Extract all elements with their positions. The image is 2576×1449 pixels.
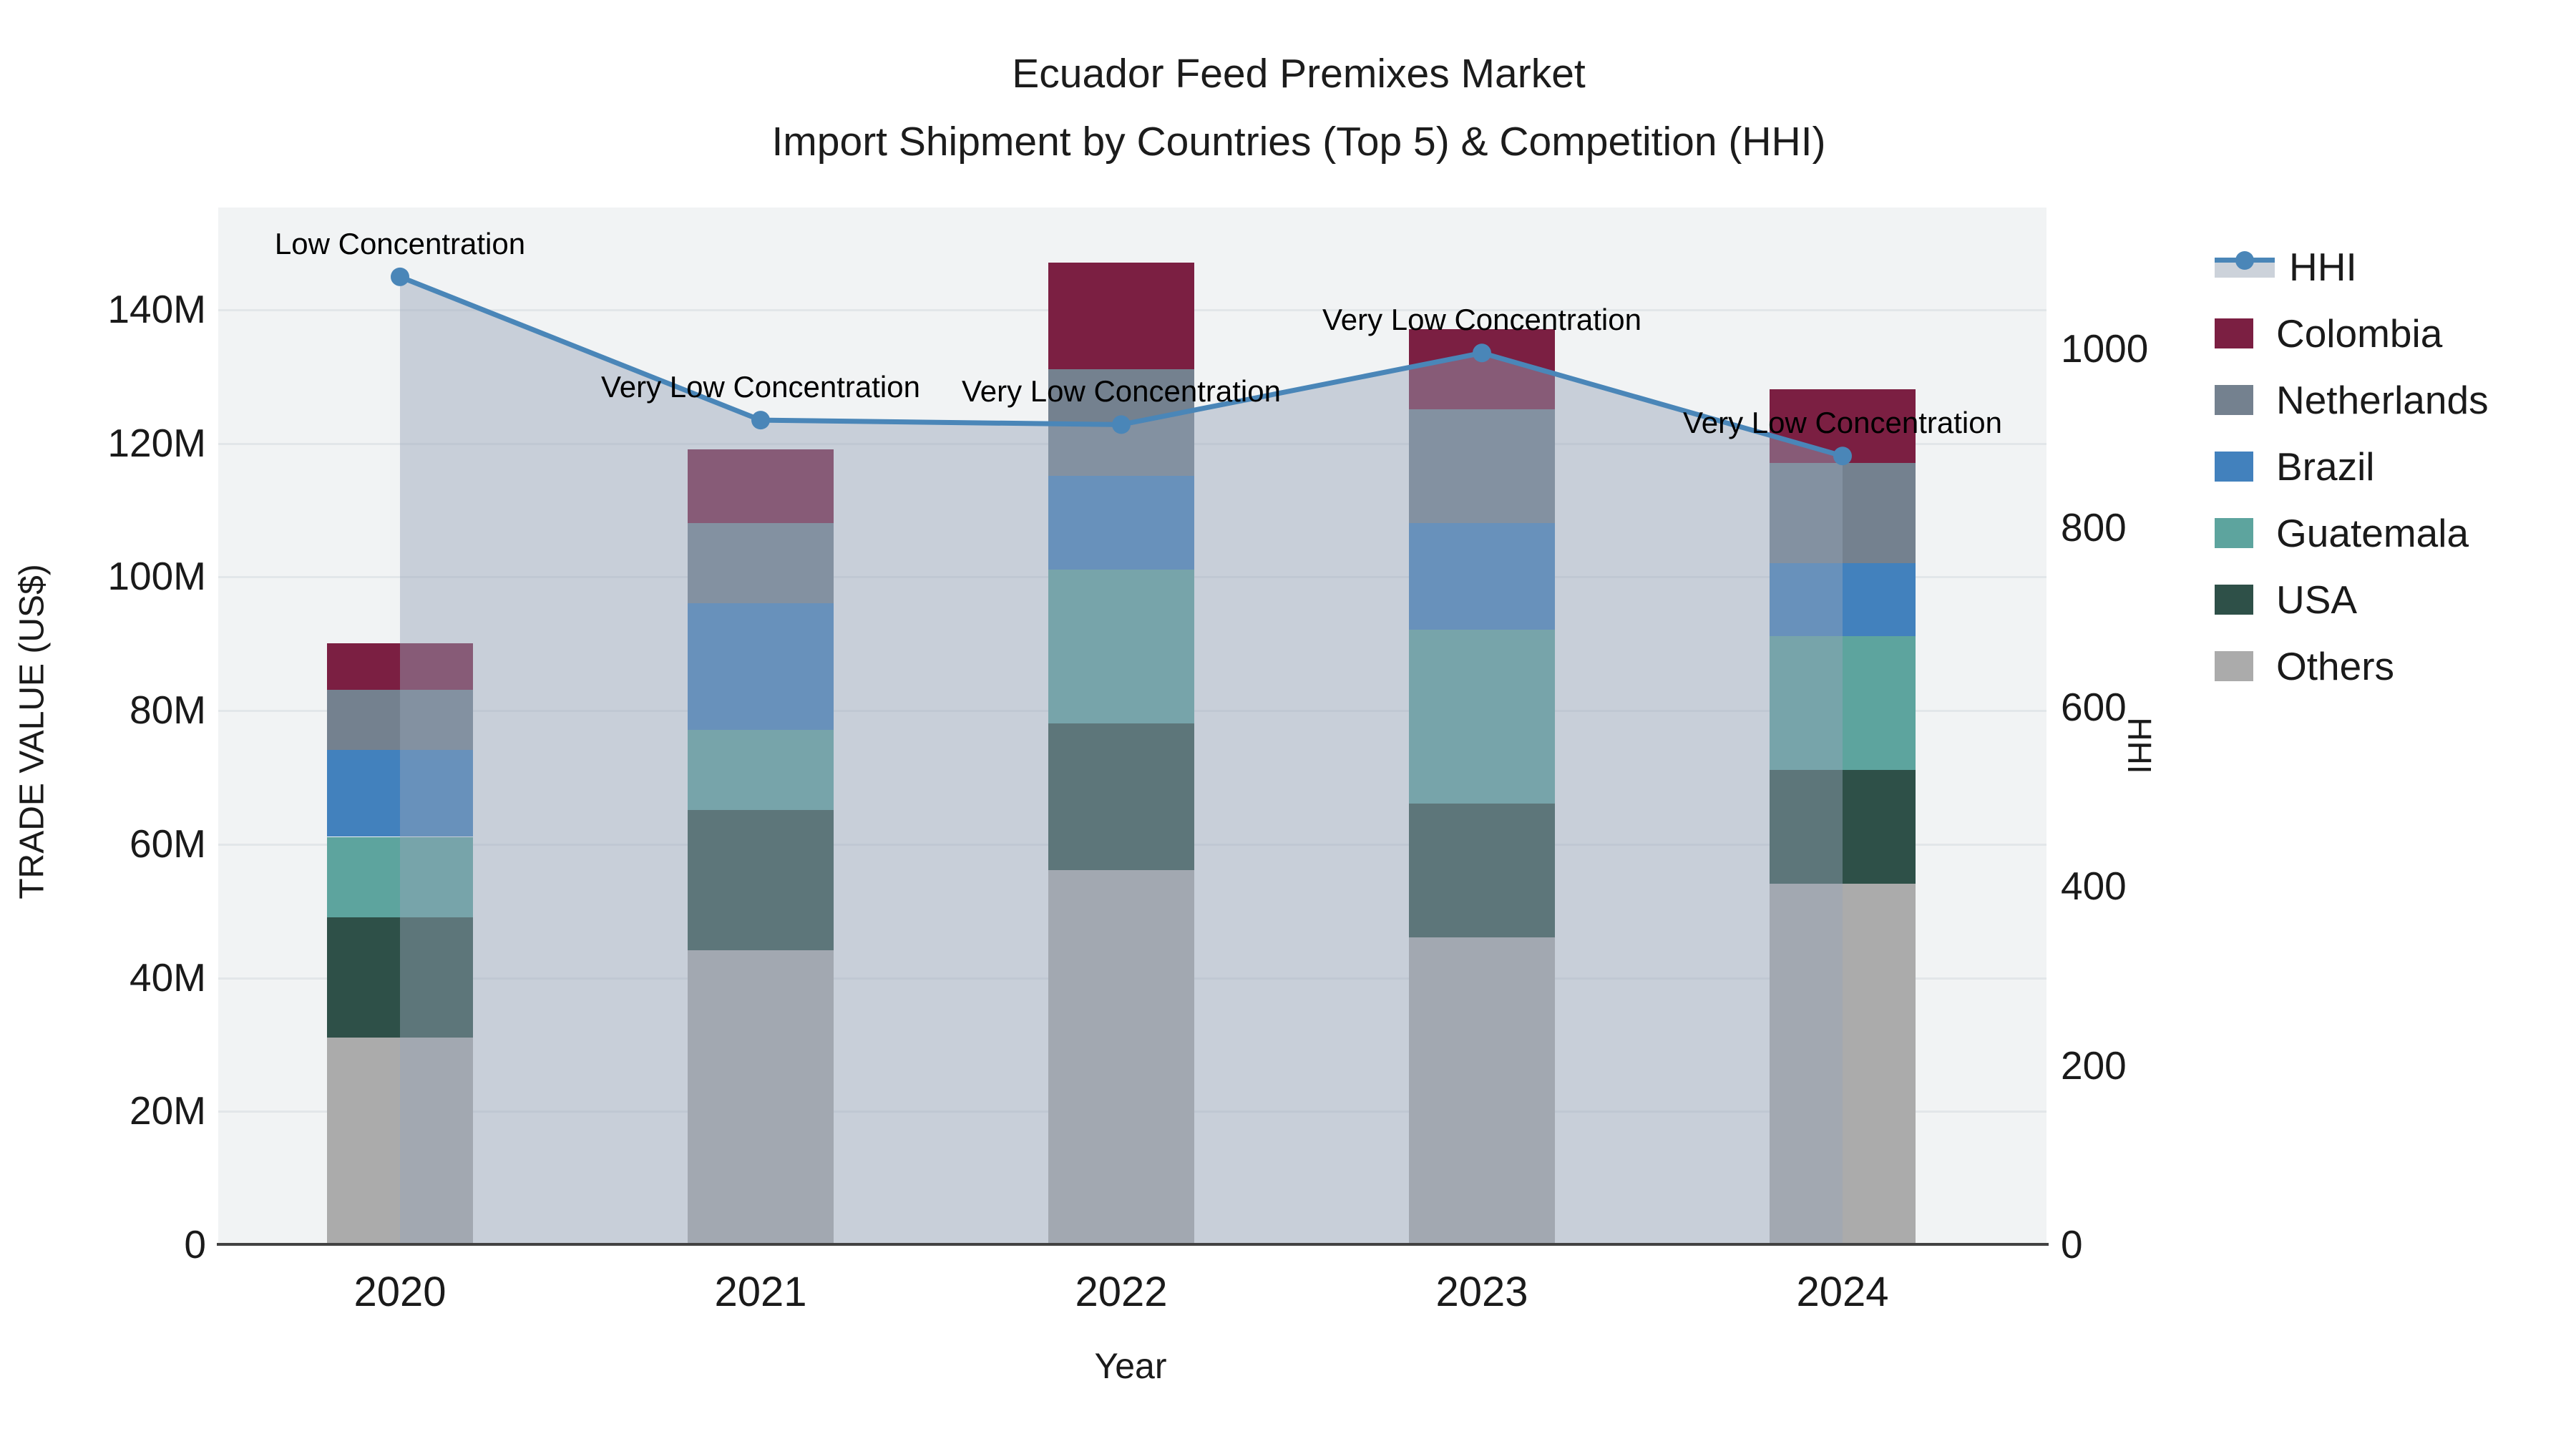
annotation-2024: Very Low Concentration: [1683, 406, 2002, 440]
legend-swatch-brazil: [2215, 452, 2253, 482]
x-tick-2023: 2023: [1435, 1269, 1528, 1315]
y-right-tick-0: 0: [2061, 1222, 2083, 1267]
bar-segment-2023-colombia: [1409, 328, 1555, 409]
y-right-tick-600: 600: [2061, 684, 2127, 729]
bar-segment-2021-colombia: [688, 449, 834, 523]
bar-segment-2020-brazil: [327, 750, 473, 837]
legend-hhi-marker-dot: [2235, 251, 2254, 270]
legend-item-netherlands[interactable]: Netherlands: [2215, 375, 2489, 425]
chart-title-line2: Import Shipment by Countries (Top 5) & C…: [771, 119, 1826, 165]
legend-swatch-netherlands: [2215, 385, 2253, 415]
legend-label-others: Others: [2276, 644, 2395, 688]
legend-swatch-others: [2215, 651, 2253, 681]
annotation-2021: Very Low Concentration: [601, 370, 920, 404]
chart-title-line1: Ecuador Feed Premixes Market: [1012, 51, 1586, 97]
x-tick-2024: 2024: [1796, 1269, 1889, 1315]
bar-segment-2021-others: [688, 950, 834, 1244]
legend-label-hhi: HHI: [2289, 245, 2357, 289]
y-left-tick-40M: 40M: [130, 955, 206, 1000]
y-left-tick-20M: 20M: [130, 1088, 206, 1133]
legend-item-brazil[interactable]: Brazil: [2215, 441, 2375, 492]
bar-segment-2020-guatemala: [327, 836, 473, 917]
bar-segment-2022-guatemala: [1048, 570, 1194, 723]
x-axis-title: Year: [1094, 1346, 1167, 1386]
legend-item-usa[interactable]: USA: [2215, 575, 2357, 625]
y-right-tick-1000: 1000: [2061, 326, 2149, 371]
y-right-tick-400: 400: [2061, 864, 2127, 909]
legend-item-colombia[interactable]: Colombia: [2215, 308, 2442, 358]
bar-segment-2022-brazil: [1048, 476, 1194, 570]
chart-title: Ecuador Feed Premixes Market Import Ship…: [547, 54, 2050, 190]
bar-segment-2023-brazil: [1409, 522, 1555, 630]
bar-segment-2024-brazil: [1770, 562, 1916, 637]
legend-swatch-colombia: [2215, 318, 2253, 348]
y-right-tick-800: 800: [2061, 505, 2127, 550]
y-axis-title-right: HHI: [2121, 717, 2158, 774]
bar-segment-2020-colombia: [327, 643, 473, 691]
legend-swatch-guatemala: [2215, 518, 2253, 548]
bar-segment-2024-others: [1770, 883, 1916, 1244]
bar-segment-2021-guatemala: [688, 730, 834, 811]
legend-label-colombia: Colombia: [2276, 311, 2443, 356]
legend-item-hhi[interactable]: HHI: [2215, 242, 2357, 292]
y-left-tick-0: 0: [184, 1222, 206, 1267]
bar-segment-2023-usa: [1409, 803, 1555, 937]
bar-segment-2022-colombia: [1048, 262, 1194, 369]
bar-segment-2022-usa: [1048, 723, 1194, 871]
y-right-tick-200: 200: [2061, 1043, 2127, 1088]
legend-label-netherlands: Netherlands: [2276, 378, 2489, 422]
bar-segment-2020-netherlands: [327, 690, 473, 751]
y-left-tick-120M: 120M: [107, 420, 206, 465]
legend-swatch-usa: [2215, 585, 2253, 615]
legend-hhi-line-icon: [2215, 251, 2275, 282]
bar-segment-2020-usa: [327, 917, 473, 1038]
x-axis-line: [217, 1243, 2049, 1246]
bar-segment-2024-usa: [1770, 770, 1916, 884]
bar-segment-2023-others: [1409, 937, 1555, 1244]
annotation-2023: Very Low Concentration: [1322, 303, 1641, 337]
bar-segment-2020-others: [327, 1037, 473, 1244]
bar-segment-2021-usa: [688, 810, 834, 951]
y-left-tick-60M: 60M: [130, 821, 206, 866]
y-left-tick-100M: 100M: [107, 554, 206, 599]
x-tick-2022: 2022: [1075, 1269, 1168, 1315]
legend-item-others[interactable]: Others: [2215, 641, 2394, 691]
annotation-2020: Low Concentration: [274, 226, 526, 260]
bar-segment-2023-guatemala: [1409, 630, 1555, 804]
annotation-2022: Very Low Concentration: [962, 374, 1281, 409]
y-left-tick-140M: 140M: [107, 286, 206, 331]
legend-label-brazil: Brazil: [2276, 444, 2375, 489]
bar-segment-2021-netherlands: [688, 522, 834, 603]
legend-label-guatemala: Guatemala: [2276, 511, 2469, 555]
legend-item-guatemala[interactable]: Guatemala: [2215, 508, 2469, 558]
bar-segment-2024-netherlands: [1770, 462, 1916, 563]
bar-segment-2023-netherlands: [1409, 409, 1555, 523]
x-tick-2020: 2020: [353, 1269, 447, 1315]
bar-segment-2022-others: [1048, 870, 1194, 1244]
x-tick-2021: 2021: [714, 1269, 807, 1315]
y-axis-title-left: TRADE VALUE (US$): [13, 564, 52, 899]
bar-segment-2021-brazil: [688, 602, 834, 731]
y-left-tick-80M: 80M: [130, 688, 206, 733]
legend-label-usa: USA: [2276, 577, 2358, 622]
bar-segment-2024-guatemala: [1770, 636, 1916, 771]
